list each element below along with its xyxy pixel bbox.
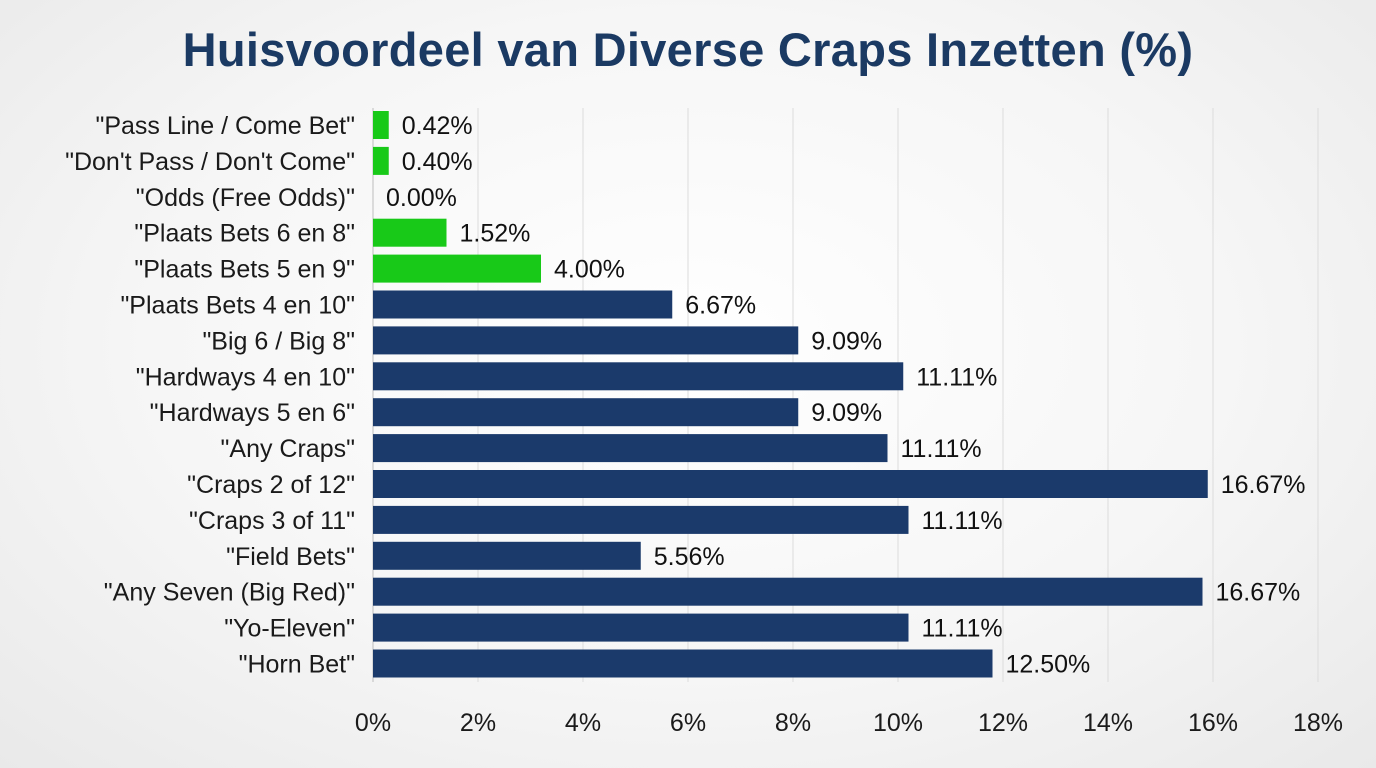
bar — [373, 505, 909, 534]
data-label: 1.52% — [460, 220, 531, 248]
bar — [373, 111, 389, 139]
data-label: 5.56% — [654, 543, 725, 571]
category-label: "Horn Bet" — [239, 651, 355, 679]
x-axis-ticks: 0% 2% 4% 6% 8% 10% 12% 14% 16% 18% — [355, 709, 1343, 737]
x-tick-label: 4% — [565, 709, 601, 737]
chart-title: Huisvoordeel van Diverse Craps Inzetten … — [182, 23, 1194, 76]
category-label: "Field Bets" — [226, 543, 355, 571]
data-label: 11.11% — [922, 615, 1003, 643]
bar — [373, 577, 1203, 606]
bar — [373, 398, 799, 427]
category-label: "Hardways 5 en 6" — [150, 399, 355, 427]
bar — [373, 470, 1208, 498]
bar — [373, 613, 909, 642]
category-label: "Yo-Eleven" — [224, 615, 355, 643]
bar — [373, 146, 389, 175]
data-label: 11.11% — [922, 507, 1003, 535]
x-tick-label: 16% — [1188, 709, 1238, 737]
data-label: 0.00% — [386, 184, 457, 212]
x-tick-label: 8% — [775, 709, 811, 737]
data-label: 12.50% — [1006, 651, 1091, 679]
x-tick-label: 10% — [873, 709, 923, 737]
data-label: 0.40% — [402, 148, 473, 176]
data-label: 16.67% — [1221, 471, 1306, 499]
category-label: "Plaats Bets 5 en 9" — [134, 256, 355, 284]
category-label: "Any Seven (Big Red)" — [104, 579, 355, 607]
bar — [373, 290, 673, 319]
x-tick-label: 12% — [978, 709, 1028, 737]
category-label: "Craps 3 of 11" — [189, 507, 355, 535]
category-label: "Plaats Bets 6 en 8" — [134, 220, 355, 248]
data-label: 0.42% — [402, 112, 473, 140]
category-labels: "Pass Line / Come Bet" "Don't Pass / Don'… — [65, 112, 355, 679]
bar — [373, 254, 541, 283]
category-label: "Pass Line / Come Bet" — [95, 112, 355, 140]
bar — [373, 362, 904, 391]
bar — [373, 434, 888, 463]
category-label: "Odds (Free Odds)" — [136, 184, 355, 212]
bar — [373, 218, 447, 247]
category-label: "Craps 2 of 12" — [187, 471, 355, 499]
data-label: 4.00% — [554, 256, 625, 284]
bar — [373, 649, 993, 678]
x-tick-label: 2% — [460, 709, 496, 737]
category-label: "Hardways 4 en 10" — [136, 363, 355, 391]
category-label: "Big 6 / Big 8" — [202, 327, 355, 355]
data-label: 9.09% — [811, 327, 882, 355]
data-label: 11.11% — [901, 435, 982, 463]
data-label: 6.67% — [685, 292, 756, 320]
data-label: 11.11% — [916, 363, 997, 391]
value-labels: 0.42% 0.40% 0.00%1.52% 4.00% 6.67% 9.09% 11.11… — [386, 112, 1306, 679]
category-label: "Don't Pass / Don't Come" — [65, 148, 355, 176]
bars — [373, 111, 1208, 678]
x-tick-label: 6% — [670, 709, 706, 737]
x-tick-label: 0% — [355, 709, 391, 737]
bar — [373, 541, 641, 570]
x-tick-label: 14% — [1083, 709, 1133, 737]
bar — [373, 326, 799, 355]
data-label: 16.67% — [1216, 579, 1301, 607]
x-tick-label: 18% — [1293, 709, 1343, 737]
data-label: 9.09% — [811, 399, 882, 427]
category-label: "Any Craps" — [221, 435, 355, 463]
category-label: "Plaats Bets 4 en 10" — [120, 292, 355, 320]
